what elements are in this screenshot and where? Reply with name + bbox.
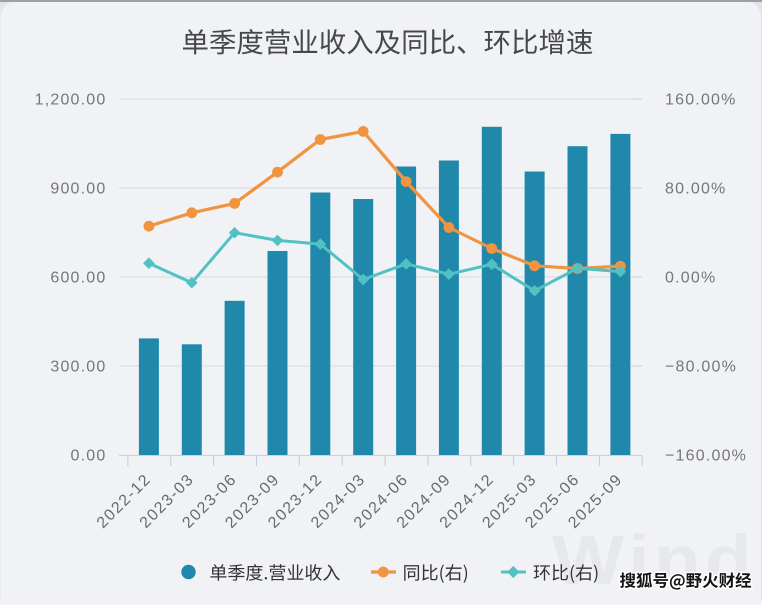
- svg-text:1,200.00: 1,200.00: [35, 92, 107, 109]
- svg-text:0.00: 0.00: [71, 448, 107, 465]
- svg-text:600.00: 600.00: [50, 270, 106, 287]
- svg-text:900.00: 900.00: [50, 181, 106, 198]
- svg-text:0.00%: 0.00%: [665, 270, 716, 287]
- svg-text:−80.00%: −80.00%: [665, 359, 737, 376]
- svg-text:300.00: 300.00: [50, 359, 106, 376]
- svg-text:160.00%: 160.00%: [665, 92, 737, 109]
- svg-text:−160.00%: −160.00%: [665, 448, 747, 465]
- svg-text:80.00%: 80.00%: [665, 181, 726, 198]
